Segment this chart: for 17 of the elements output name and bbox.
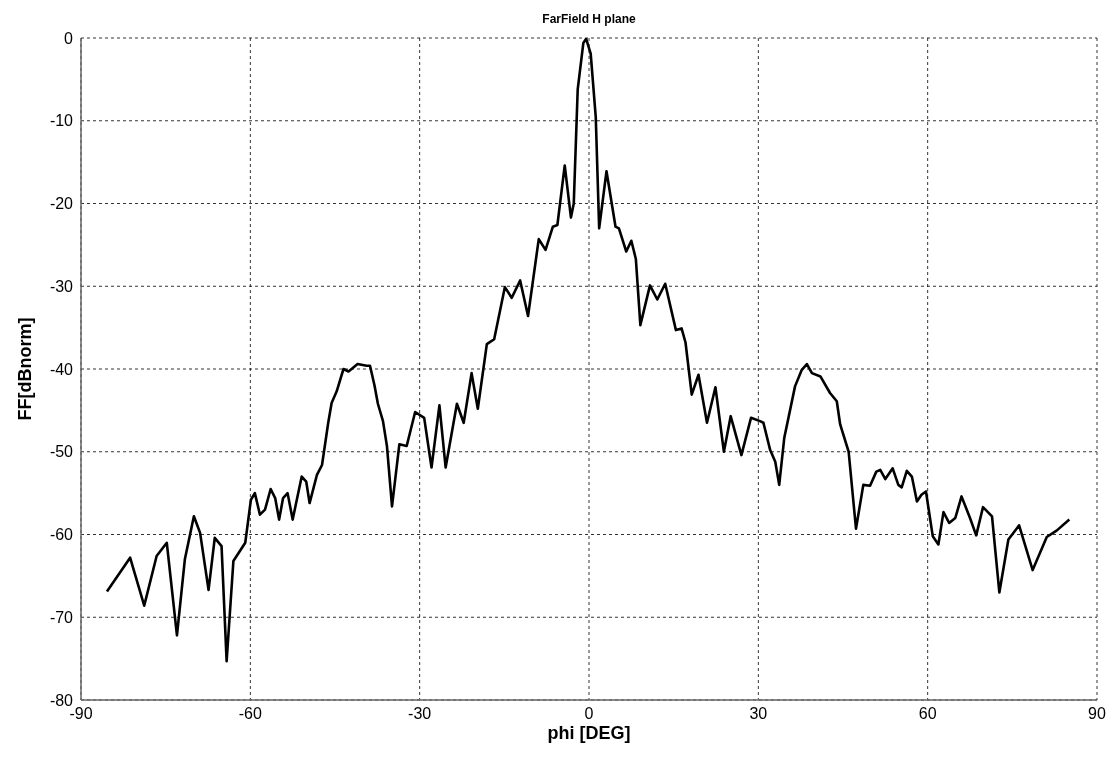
x-tick-label: -60 (238, 705, 262, 723)
y-tick-label: 0 (64, 29, 74, 47)
x-tick-label: -30 (408, 705, 432, 723)
y-tick-label: -20 (49, 195, 74, 213)
x-axis-title: phi [DEG] (546, 723, 632, 744)
y-tick-label: -10 (49, 112, 74, 130)
x-tick-label: 0 (584, 705, 594, 723)
y-tick-label: -50 (49, 443, 74, 461)
chart-title: FarField H plane (541, 12, 637, 26)
y-axis-title: FF[dBnorm] (14, 317, 36, 421)
y-tick-label: -60 (49, 526, 74, 544)
x-tick-label: 30 (749, 705, 768, 723)
x-tick-label: 90 (1088, 705, 1106, 723)
y-tick-label: -30 (49, 277, 74, 295)
y-tick-label: -70 (49, 608, 74, 626)
x-tick-label: 60 (918, 705, 937, 723)
y-tick-label: -40 (49, 360, 74, 378)
